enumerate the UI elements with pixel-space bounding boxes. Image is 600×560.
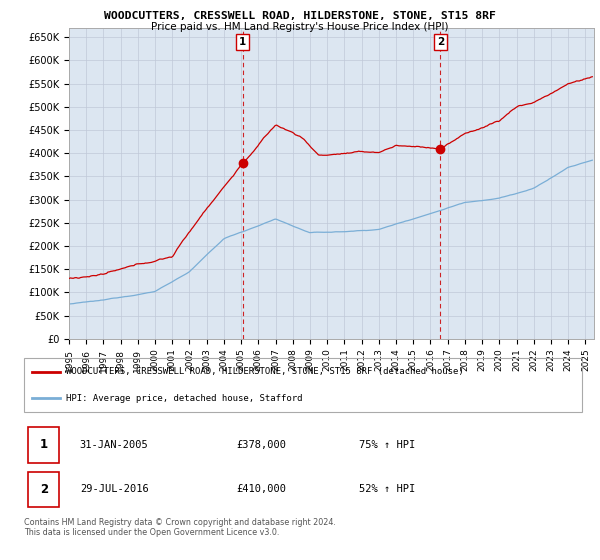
Text: Contains HM Land Registry data © Crown copyright and database right 2024.
This d: Contains HM Land Registry data © Crown c… (24, 518, 336, 538)
Text: WOODCUTTERS, CRESSWELL ROAD, HILDERSTONE, STONE, ST15 8RF (detached house): WOODCUTTERS, CRESSWELL ROAD, HILDERSTONE… (66, 367, 464, 376)
Text: 1: 1 (40, 438, 48, 451)
Text: HPI: Average price, detached house, Stafford: HPI: Average price, detached house, Staf… (66, 394, 302, 403)
Text: 31-JAN-2005: 31-JAN-2005 (80, 440, 149, 450)
Text: 2: 2 (437, 37, 444, 47)
FancyBboxPatch shape (28, 427, 59, 463)
Text: WOODCUTTERS, CRESSWELL ROAD, HILDERSTONE, STONE, ST15 8RF: WOODCUTTERS, CRESSWELL ROAD, HILDERSTONE… (104, 11, 496, 21)
Text: 52% ↑ HPI: 52% ↑ HPI (359, 484, 415, 494)
Text: 29-JUL-2016: 29-JUL-2016 (80, 484, 149, 494)
Text: £378,000: £378,000 (236, 440, 286, 450)
Text: 1: 1 (239, 37, 246, 47)
Text: Price paid vs. HM Land Registry's House Price Index (HPI): Price paid vs. HM Land Registry's House … (151, 22, 449, 32)
Text: 75% ↑ HPI: 75% ↑ HPI (359, 440, 415, 450)
Text: 2: 2 (40, 483, 48, 496)
FancyBboxPatch shape (28, 472, 59, 507)
Text: £410,000: £410,000 (236, 484, 286, 494)
